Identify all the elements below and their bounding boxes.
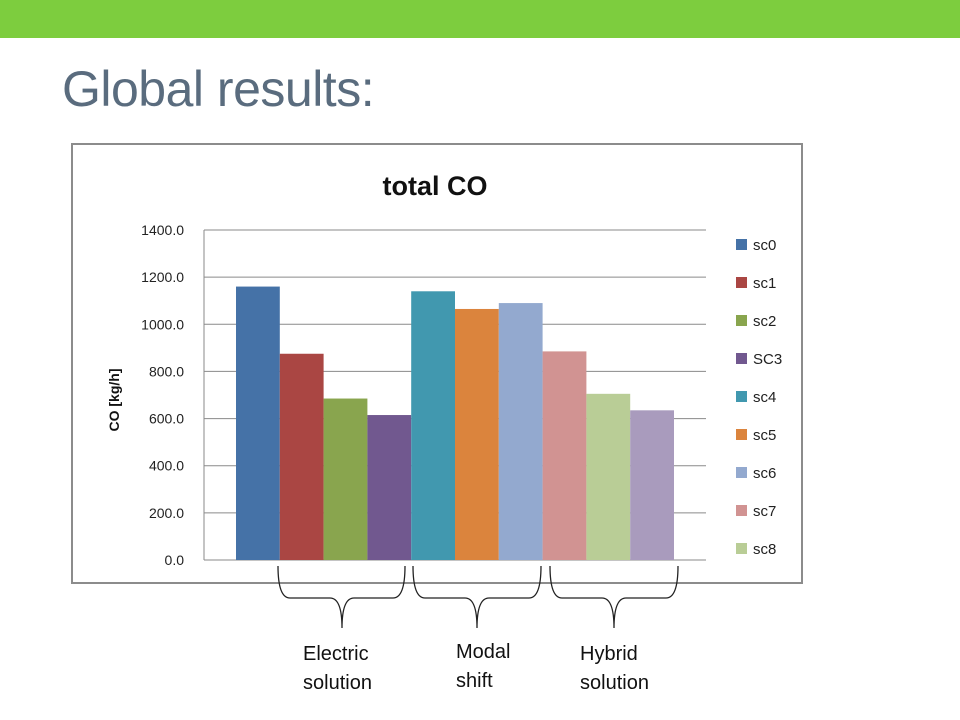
legend-swatch [736, 239, 747, 250]
legend-swatch [736, 429, 747, 440]
legend-label: sc2 [753, 313, 776, 330]
bar-SC3 [367, 415, 412, 560]
legend-swatch [736, 467, 747, 478]
bar-sc5 [455, 308, 499, 560]
bar-chart: total CO 0.0 200.0 400.0 600.0 800.0 1000.0 120… [106, 171, 782, 568]
brace-modal [412, 565, 542, 629]
group-label-electric: Electric solution [303, 643, 372, 694]
legend-swatch [736, 505, 747, 516]
legend-label: SC3 [753, 351, 782, 368]
legend-label: sc6 [753, 465, 776, 482]
legend-swatch [736, 277, 747, 288]
y-axis-label: CO [kg/h] [106, 369, 122, 432]
brace-electric [277, 565, 406, 629]
bar-sc2 [323, 398, 368, 560]
group-label-hybrid: Hybrid solution [580, 643, 649, 694]
y-tick-label: 1000.0 [141, 316, 184, 332]
y-tick-label: 200.0 [149, 505, 184, 521]
bar-sc0 [236, 286, 280, 560]
y-tick-label: 0.0 [165, 552, 185, 568]
bar-sc7 [542, 351, 587, 560]
y-tick-label: 400.0 [149, 458, 184, 474]
chart-frame: total CO 0.0 200.0 400.0 600.0 800.0 1000.0 120… [71, 143, 803, 584]
legend-label: sc7 [753, 503, 776, 520]
bar-sc6 [498, 303, 543, 560]
bar-sc4 [411, 291, 455, 560]
y-tick-label: 1400.0 [141, 222, 184, 238]
group-label-modal: Modal shift [456, 641, 511, 692]
y-tick-label: 600.0 [149, 411, 184, 427]
y-tick-label: 800.0 [149, 363, 184, 379]
legend-label: sc0 [753, 237, 776, 254]
legend-label: sc8 [753, 541, 776, 558]
bar-sc1 [279, 353, 324, 560]
legend-label: sc4 [753, 389, 776, 406]
brace-hybrid [549, 565, 679, 629]
slide-title: Global results: [62, 61, 375, 117]
chart-title: total CO [383, 171, 488, 201]
legend-label: sc1 [753, 275, 776, 292]
legend-swatch [736, 543, 747, 554]
bar-sc8 [586, 393, 631, 560]
legend-swatch [736, 315, 747, 326]
legend-label: sc5 [753, 427, 776, 444]
legend-swatch [736, 391, 747, 402]
legend-swatch [736, 353, 747, 364]
bar-series-9 [630, 410, 674, 560]
y-tick-label: 1200.0 [141, 269, 184, 285]
top-accent-bar [0, 0, 960, 38]
